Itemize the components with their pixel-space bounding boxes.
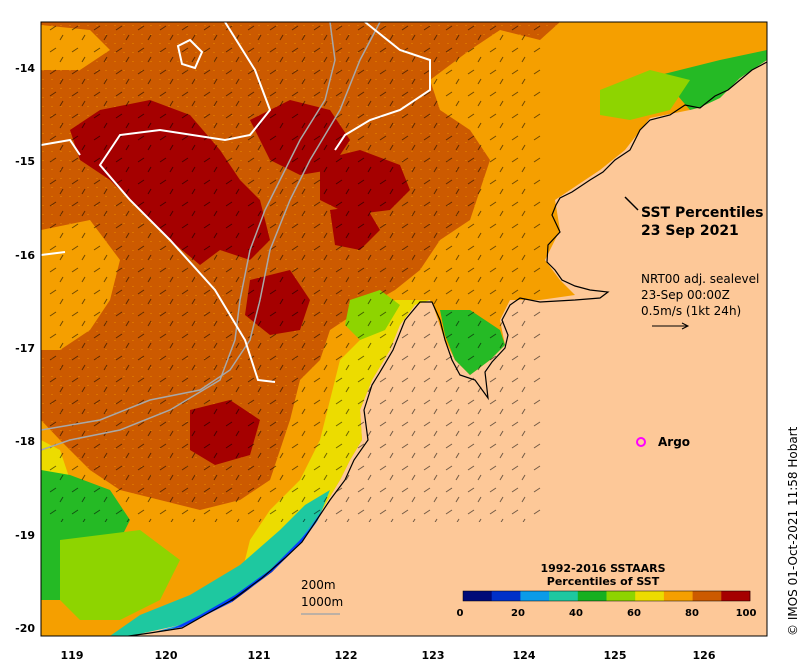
latitude-axis: -14 -15 -16 -17 -18 -19 -20 bbox=[15, 62, 35, 635]
isobath-1000m-label: 1000m bbox=[301, 595, 343, 609]
white-contour-1 bbox=[98, 22, 276, 383]
white-contour-3 bbox=[176, 38, 204, 70]
argo-float-marker[interactable] bbox=[636, 437, 646, 447]
lon-tick-119: 119 bbox=[61, 649, 84, 662]
lon-tick-121: 121 bbox=[248, 649, 271, 662]
lon-tick-120: 120 bbox=[155, 649, 178, 662]
current-source-label: NRT00 adj. sealevel bbox=[641, 272, 759, 286]
map-title-line1: SST Percentiles bbox=[641, 205, 764, 221]
legend-bin bbox=[549, 591, 579, 601]
sst-60th-sw-lime bbox=[60, 530, 180, 620]
lat-tick-16: -16 bbox=[15, 249, 35, 262]
percentile-legend: 1992-2016 SSTAARS Percentiles of SST 0 2… bbox=[457, 562, 757, 619]
map-title-line2: 23 Sep 2021 bbox=[641, 223, 739, 239]
copyright-text: © IMOS 01-Oct-2021 11:58 Hobart bbox=[786, 426, 800, 636]
legend-colorbar-frame bbox=[462, 590, 751, 602]
legend-bin bbox=[692, 591, 722, 601]
legend-tick-60: 60 bbox=[627, 608, 641, 619]
lon-tick-124: 124 bbox=[513, 649, 536, 662]
legend-title-line1: 1992-2016 SSTAARS bbox=[540, 562, 665, 575]
current-time-label: 23-Sep 00:00Z bbox=[641, 288, 730, 302]
legend-tick-20: 20 bbox=[511, 608, 525, 619]
plot-frame bbox=[40, 21, 768, 637]
lat-tick-17: -17 bbox=[15, 342, 35, 355]
legend-bin bbox=[520, 591, 550, 601]
white-contour-2 bbox=[334, 22, 431, 151]
legend-tick-0: 0 bbox=[457, 608, 464, 619]
current-vector-field bbox=[41, 22, 541, 522]
lat-tick-18: -18 bbox=[15, 435, 35, 448]
white-contour-4 bbox=[41, 138, 81, 156]
white-contour-5 bbox=[41, 251, 66, 256]
land-australia bbox=[132, 60, 767, 636]
legend-tick-80: 80 bbox=[685, 608, 699, 619]
isobath-1000m-line bbox=[41, 22, 381, 431]
legend-bin bbox=[663, 591, 693, 601]
isobath-200m-line bbox=[41, 22, 336, 451]
lat-tick-15: -15 bbox=[15, 155, 35, 168]
sst-60th-ne-lime bbox=[600, 70, 690, 120]
sst-50th-ne-green bbox=[660, 50, 767, 110]
legend-tick-40: 40 bbox=[569, 608, 583, 619]
legend-ticks: 0 20 40 60 80 100 bbox=[457, 608, 757, 619]
longitude-axis: 119 120 121 122 123 124 125 126 bbox=[61, 649, 716, 662]
lat-tick-20: -20 bbox=[15, 622, 35, 635]
legend-bin bbox=[635, 591, 665, 601]
legend-colorbar bbox=[462, 590, 751, 602]
current-scale-arrow-icon bbox=[652, 322, 690, 330]
legend-bin bbox=[463, 591, 492, 601]
legend-title-line2: Percentiles of SST bbox=[547, 575, 660, 588]
legend-bin bbox=[606, 591, 636, 601]
lon-tick-126: 126 bbox=[693, 649, 716, 662]
lon-tick-123: 123 bbox=[422, 649, 445, 662]
legend-bin bbox=[577, 591, 607, 601]
current-scale-label: 0.5m/s (1kt 24h) bbox=[641, 304, 741, 318]
lat-tick-14: -14 bbox=[15, 62, 35, 75]
lon-tick-125: 125 bbox=[604, 649, 627, 662]
title-pointer-line bbox=[624, 196, 639, 211]
legend-bin bbox=[721, 591, 751, 601]
legend-bin bbox=[491, 591, 521, 601]
legend-tick-100: 100 bbox=[736, 608, 757, 619]
lat-tick-19: -19 bbox=[15, 529, 35, 542]
sst-10th-shelf-core bbox=[230, 548, 300, 603]
isobath-200m-label: 200m bbox=[301, 578, 336, 592]
argo-label: Argo bbox=[658, 435, 690, 449]
lon-tick-122: 122 bbox=[335, 649, 358, 662]
